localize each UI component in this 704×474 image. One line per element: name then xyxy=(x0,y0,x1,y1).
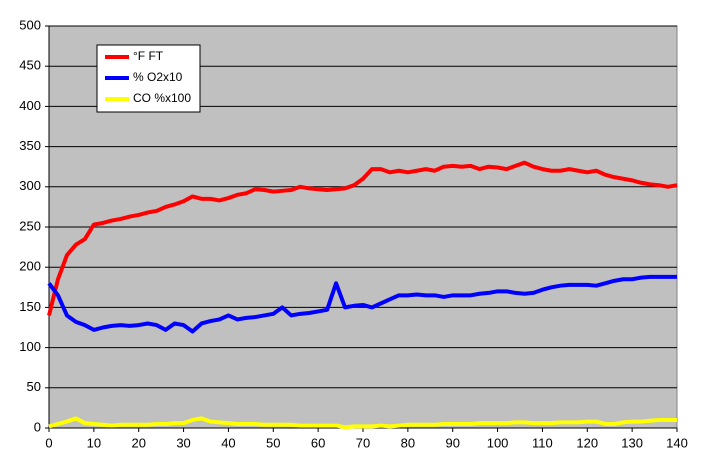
series-line xyxy=(47,274,677,334)
x-tick-label: 80 xyxy=(401,435,415,450)
x-tick-label: 90 xyxy=(445,435,459,450)
y-tick-label: 0 xyxy=(34,419,41,434)
y-tick-label: 200 xyxy=(19,259,41,274)
x-tick-label: 110 xyxy=(532,435,553,450)
y-tick-label: 350 xyxy=(19,138,41,153)
y-tick-label: 400 xyxy=(19,98,41,113)
series-line xyxy=(47,160,678,316)
series-line xyxy=(48,416,677,430)
y-tick-label: 100 xyxy=(19,339,41,354)
y-tick-label: 150 xyxy=(19,299,41,314)
y-tick-label: 300 xyxy=(19,178,41,193)
legend-label: CO %x100 xyxy=(133,91,191,105)
x-tick-label: 70 xyxy=(356,435,370,450)
x-tick-label: 50 xyxy=(266,435,280,450)
x-tick-label: 120 xyxy=(576,435,598,450)
x-tick-label: 20 xyxy=(131,435,145,450)
x-tick-label: 10 xyxy=(87,435,101,450)
x-tick-label: 130 xyxy=(621,435,643,450)
y-tick-label: 50 xyxy=(27,379,41,394)
x-tick-label: 30 xyxy=(176,435,190,450)
legend-label: % O2x10 xyxy=(133,70,183,84)
y-tick-label: 450 xyxy=(19,58,41,73)
y-tick-label: 250 xyxy=(19,218,41,233)
y-tick-label: 500 xyxy=(19,17,41,32)
x-tick-label: 100 xyxy=(487,435,509,450)
x-tick-label: 40 xyxy=(221,435,235,450)
x-tick-label: 140 xyxy=(666,435,688,450)
x-tick-label: 60 xyxy=(311,435,325,450)
legend-label: °F FT xyxy=(133,49,164,63)
x-tick-label: 0 xyxy=(45,435,52,450)
